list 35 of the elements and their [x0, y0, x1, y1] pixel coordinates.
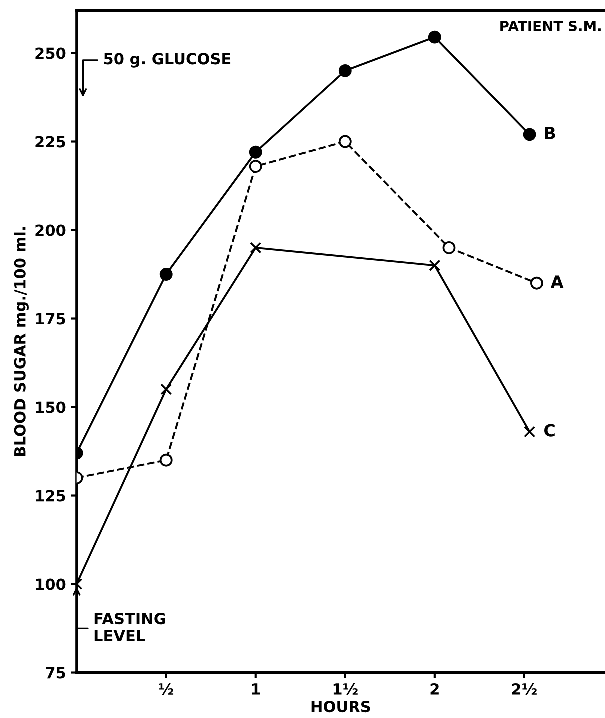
annotation: FASTING LEVEL: [94, 613, 166, 642]
point: [428, 30, 442, 44]
annotation: PATIENT S.M.: [500, 20, 601, 32]
point: [250, 242, 262, 254]
x-tick-label: 2: [430, 683, 439, 695]
point: [338, 64, 352, 78]
point: [249, 160, 262, 173]
point: [160, 268, 173, 281]
y-tick-label: 225: [36, 136, 66, 148]
y-tick-label: 200: [36, 224, 66, 236]
point: [160, 454, 173, 467]
series-label: C: [544, 424, 555, 437]
y-axis-title: BLOOD SUGAR mg./100 ml.: [14, 227, 29, 456]
x-tick-label: 2½: [512, 683, 537, 696]
x-tick-label: ½: [159, 683, 174, 696]
x-tick-label: 1: [252, 684, 260, 695]
y-tick-label: 250: [36, 48, 66, 60]
y-tick-label: 150: [36, 402, 66, 414]
x-tick-label: 1½: [334, 683, 358, 696]
series-label: B: [545, 127, 556, 140]
point: [338, 135, 352, 148]
y-tick-label: 75: [46, 667, 66, 679]
annotation: 50 g. GLUCOSE: [104, 53, 231, 68]
point: [524, 426, 536, 438]
point: [530, 276, 544, 290]
series-label: A: [550, 276, 564, 288]
x-axis-title: HOURS: [312, 701, 370, 713]
y-tick-label: 125: [36, 490, 66, 502]
y-tick-label: 175: [36, 313, 66, 325]
point: [442, 241, 456, 254]
point: [429, 260, 441, 272]
point: [249, 146, 262, 159]
point: [160, 384, 172, 396]
point: [523, 128, 536, 142]
y-tick-label: 100: [36, 578, 66, 590]
